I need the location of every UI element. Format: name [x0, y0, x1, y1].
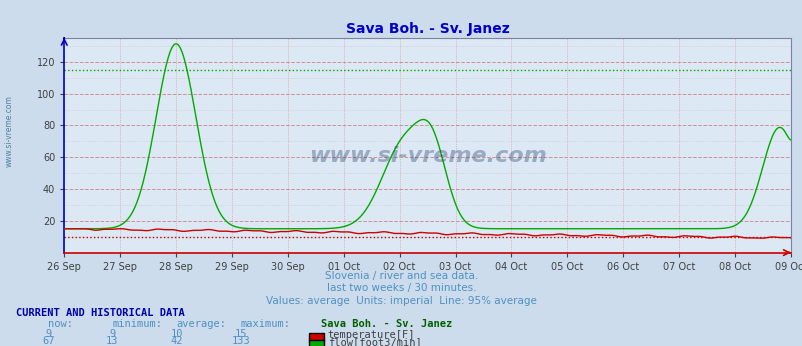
Text: www.si-vreme.com: www.si-vreme.com [308, 146, 546, 166]
Text: 13: 13 [106, 336, 119, 346]
Text: Slovenia / river and sea data.: Slovenia / river and sea data. [325, 271, 477, 281]
Title: Sava Boh. - Sv. Janez: Sava Boh. - Sv. Janez [346, 21, 508, 36]
Text: last two weeks / 30 minutes.: last two weeks / 30 minutes. [326, 283, 476, 293]
Text: Sava Boh. - Sv. Janez: Sava Boh. - Sv. Janez [321, 319, 452, 329]
Text: www.si-vreme.com: www.si-vreme.com [5, 95, 14, 167]
Text: average:: average: [176, 319, 226, 329]
Text: 133: 133 [231, 336, 250, 346]
Text: minimum:: minimum: [112, 319, 162, 329]
Text: 10: 10 [170, 329, 183, 339]
Text: 9: 9 [109, 329, 115, 339]
Text: now:: now: [48, 319, 73, 329]
Text: 67: 67 [42, 336, 55, 346]
Text: 42: 42 [170, 336, 183, 346]
Text: 9: 9 [45, 329, 51, 339]
Text: 15: 15 [234, 329, 247, 339]
Text: temperature[F]: temperature[F] [327, 330, 415, 340]
Text: flow[foot3/min]: flow[foot3/min] [327, 337, 421, 346]
Text: Values: average  Units: imperial  Line: 95% average: Values: average Units: imperial Line: 95… [265, 296, 537, 306]
Text: maximum:: maximum: [241, 319, 290, 329]
Text: CURRENT AND HISTORICAL DATA: CURRENT AND HISTORICAL DATA [16, 308, 184, 318]
